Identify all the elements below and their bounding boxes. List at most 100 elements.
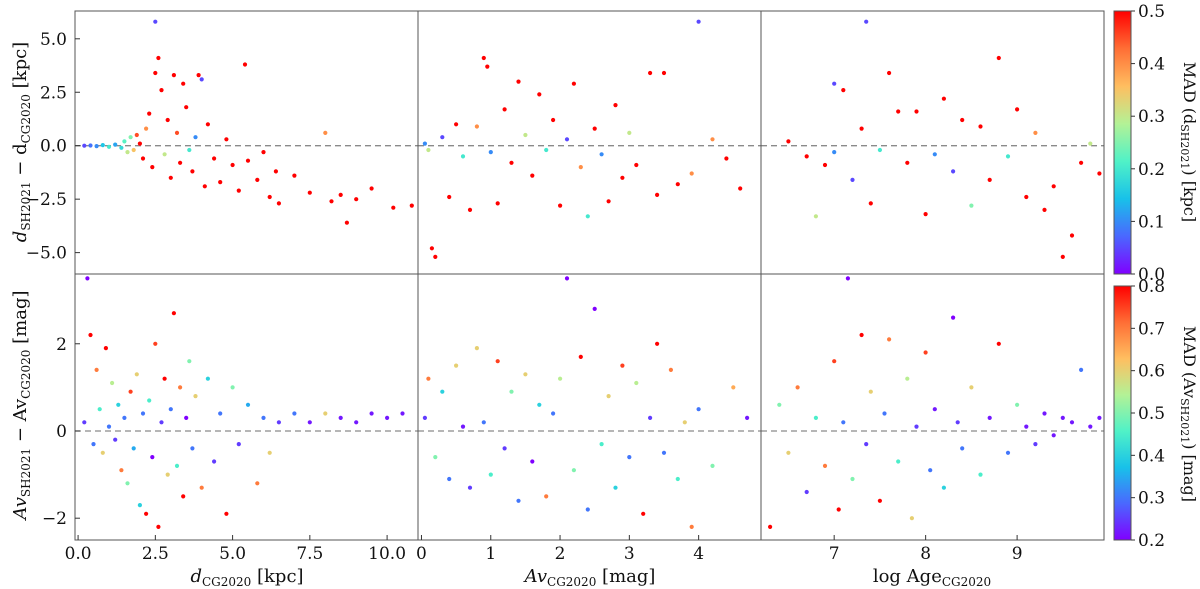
y-tick-label: −5.0 <box>26 244 67 264</box>
scatter-point <box>147 111 152 116</box>
scatter-point <box>103 346 108 351</box>
scatter-point <box>119 145 124 150</box>
scatter-point <box>887 70 892 76</box>
top-right-panel <box>760 10 1105 275</box>
scatter-point <box>488 472 493 477</box>
scatter-point <box>987 415 992 420</box>
scatter-point <box>467 485 473 490</box>
scatter-point <box>245 402 251 407</box>
scatter-point <box>488 150 493 155</box>
scatter-point <box>1051 433 1056 438</box>
colorbar-tick-label: 0.1 <box>1138 212 1165 232</box>
scatter-point <box>171 311 176 316</box>
scatter-point <box>338 192 343 197</box>
scatter-point <box>150 455 155 460</box>
colorbar-tick-label: 0.5 <box>1138 404 1165 424</box>
scatter-point <box>236 188 241 193</box>
scatter-point <box>467 207 473 212</box>
scatter-point <box>923 212 928 217</box>
scatter-point <box>255 481 260 486</box>
scatter-point <box>592 126 597 131</box>
scatter-point <box>551 117 556 123</box>
scatter-point <box>648 415 653 420</box>
scatter-point <box>675 182 680 187</box>
scatter-point <box>914 109 919 114</box>
scatter-point <box>882 411 887 416</box>
scatter-point <box>777 402 782 407</box>
scatter-point <box>474 124 479 129</box>
scatter-point <box>822 162 828 168</box>
scatter-point <box>100 450 105 455</box>
scatter-point <box>868 201 873 206</box>
scatter-point <box>131 446 136 451</box>
scatter-point <box>199 77 204 82</box>
scatter-point <box>613 103 618 108</box>
scatter-point <box>433 455 438 460</box>
scatter-point <box>165 472 170 477</box>
scatter-point <box>1069 420 1075 425</box>
scatter-point <box>896 109 901 114</box>
scatter-point <box>613 485 618 490</box>
scatter-point <box>923 350 928 355</box>
scatter-point <box>429 246 434 251</box>
scatter-point <box>841 420 846 425</box>
scatter-point <box>187 147 192 153</box>
scatter-point <box>187 359 192 364</box>
scatter-point <box>171 73 176 78</box>
scatter-point <box>558 376 563 381</box>
scatter-point <box>655 341 660 346</box>
scatter-point <box>168 175 173 180</box>
scatter-point <box>1024 424 1029 429</box>
scatter-point <box>724 156 729 161</box>
scatter-point <box>140 156 146 161</box>
scatter-point <box>795 385 800 390</box>
scatter-point <box>537 402 542 407</box>
scatter-point <box>850 177 855 182</box>
scatter-point <box>165 117 170 123</box>
scatter-point <box>978 124 983 129</box>
scatter-point <box>440 389 445 394</box>
scatter-point <box>1042 207 1047 212</box>
scatter-point <box>661 450 667 455</box>
scatter-point <box>426 376 431 381</box>
scatter-point <box>1051 184 1056 189</box>
x-tick-label: 2.5 <box>142 544 169 564</box>
scatter-point <box>162 376 167 381</box>
panels: −5.0 −2.5 0.0 2.5 5.0 −2 0 2 0.0 2.5 5.0 7.5 10.0 0 1 2… <box>26 10 1105 564</box>
scatter-point <box>585 507 590 512</box>
x-tick-label: 0.0 <box>65 544 92 564</box>
scatter-point <box>941 485 947 490</box>
xlabel-extinction: AvCG2020 [mag] <box>523 566 656 589</box>
scatter-point <box>928 468 933 473</box>
scatter-point <box>144 511 149 516</box>
scatter-point <box>460 424 466 429</box>
scatter-point <box>174 130 180 135</box>
scatter-point <box>181 81 186 86</box>
scatter-point <box>255 177 260 182</box>
scatter-point <box>137 141 142 146</box>
scatter-point <box>914 424 919 429</box>
x-tick-label: 2 <box>555 544 566 564</box>
scatter-point <box>585 214 590 219</box>
scatter-point <box>178 385 183 390</box>
scatter-point <box>409 203 414 208</box>
scatter-point <box>245 158 251 163</box>
scatter-point <box>859 332 864 338</box>
scatter-point <box>804 154 809 159</box>
y-tick-label: 0.0 <box>40 137 67 157</box>
scatter-point <box>292 173 297 178</box>
scatter-point <box>969 203 974 208</box>
scatter-point <box>1088 424 1093 429</box>
scatter-point <box>836 507 841 512</box>
colorbar-labels: MAD (dSH2021) [kpc] MAD (AvSH2021) [mag] <box>1178 62 1199 502</box>
scatter-point <box>329 199 334 204</box>
x-tick-label: 5.0 <box>219 544 246 564</box>
scatter-point <box>1097 415 1102 420</box>
bottom-left-panel: −2 0 2 0.0 2.5 5.0 7.5 10.0 <box>42 273 419 564</box>
scatter-point <box>841 88 846 93</box>
scatter-point <box>156 55 161 61</box>
scatter-point <box>905 376 910 381</box>
scatter-point <box>369 411 374 416</box>
scatter-point <box>202 184 207 189</box>
